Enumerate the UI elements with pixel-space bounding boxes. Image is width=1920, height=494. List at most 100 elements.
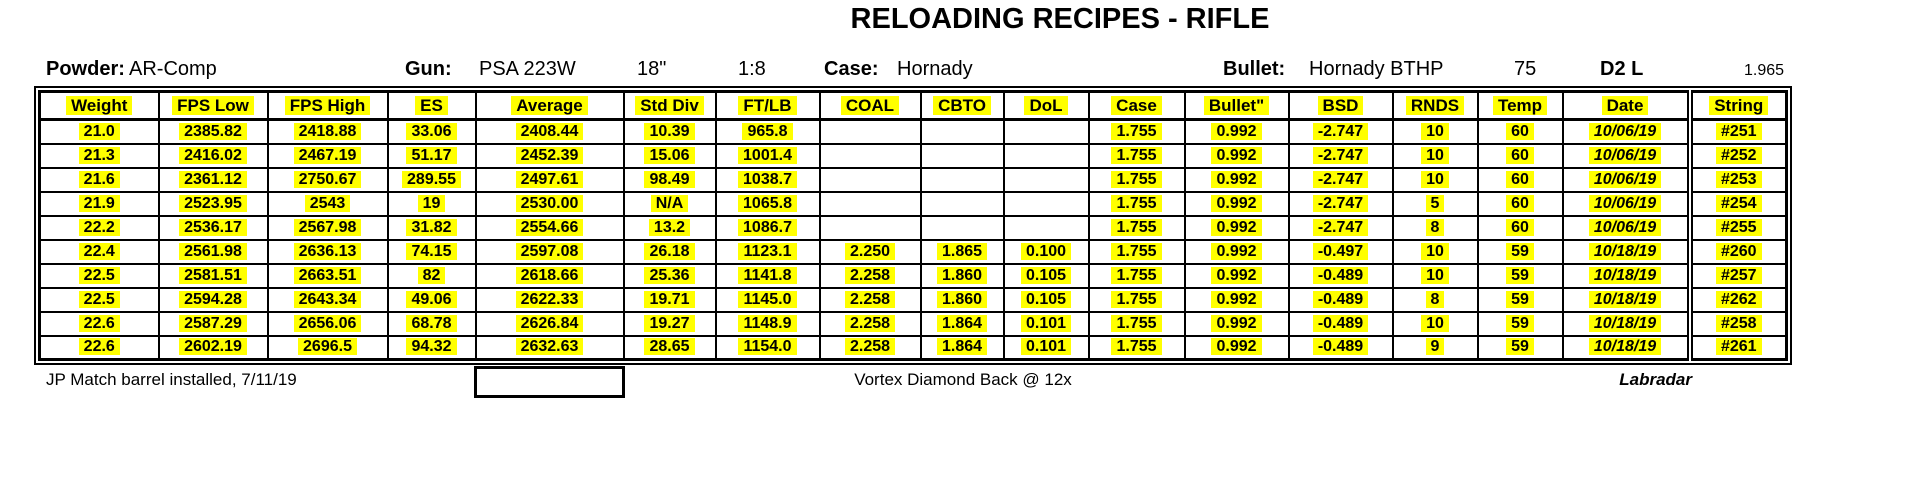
cell-bullet: 0.992 — [1183, 118, 1290, 145]
bullet-value: Hornady BTHP — [1309, 58, 1444, 80]
cell-bsd: -0.489 — [1287, 310, 1394, 337]
cell-value: 2597.08 — [515, 242, 584, 260]
cell-weight: 21.6 — [38, 166, 160, 193]
cell-fps-low: 2523.95 — [157, 190, 269, 217]
column-header-dol: DoL — [1002, 90, 1090, 121]
cell-value: 2452.39 — [515, 146, 584, 164]
column-header-coal: COAL — [818, 90, 922, 121]
cell-value: 2.258 — [844, 314, 896, 332]
cell-value: 0.105 — [1020, 290, 1072, 308]
cell-fps-low: 2561.98 — [157, 238, 269, 265]
cell-value: 22.5 — [78, 290, 120, 308]
cell-ft-lb: 1038.7 — [714, 166, 821, 193]
cell-es: 33.06 — [386, 118, 477, 145]
cell-value: 2408.44 — [515, 122, 584, 140]
cell-date: 10/18/19 — [1561, 238, 1691, 265]
cell-value: -2.747 — [1312, 146, 1369, 164]
cell-es: 74.15 — [386, 238, 477, 265]
cell-value: 22.6 — [78, 338, 120, 356]
cell-value: 289.55 — [402, 170, 461, 188]
cell-cbto — [919, 190, 1005, 217]
cell-case: 1.755 — [1087, 214, 1186, 241]
table-row: 21.3 2416.02 2467.19 51.17 2452.39 15.06 1001.… — [38, 142, 1788, 169]
column-header-label: CBTO — [933, 95, 991, 115]
cell-value: 10 — [1421, 242, 1449, 260]
cell-value: 2618.66 — [515, 266, 584, 284]
cell-value: 1.755 — [1111, 122, 1162, 140]
cell-value: 1.755 — [1111, 290, 1162, 308]
cell-weight: 21.3 — [38, 142, 160, 169]
cell-value: -2.747 — [1312, 218, 1369, 236]
cell-rnds: 10 — [1391, 310, 1479, 337]
cell-weight: 22.6 — [38, 334, 160, 361]
cell-average: 2554.66 — [474, 214, 625, 241]
cell-coal — [818, 118, 922, 145]
cell-average: 2452.39 — [474, 142, 625, 169]
cell-value: 98.49 — [644, 170, 695, 188]
cell-weight: 21.9 — [38, 190, 160, 217]
cell-value: 59 — [1506, 242, 1534, 260]
cell-date: 10/06/19 — [1561, 142, 1691, 169]
powder-label: Powder: — [46, 58, 125, 80]
cell-value: 1.860 — [936, 290, 988, 308]
cell-value: 8 — [1425, 290, 1445, 308]
cell-value: 2536.17 — [179, 218, 247, 236]
cell-value: 68.78 — [406, 314, 457, 332]
cell-fps-high: 2663.51 — [266, 262, 389, 289]
cell-cbto — [919, 214, 1005, 241]
cell-string: #260 — [1686, 238, 1788, 265]
cell-value: 94.32 — [406, 338, 457, 356]
cell-fps-low: 2385.82 — [157, 118, 269, 145]
cell-string: #258 — [1686, 310, 1788, 337]
cell-bullet: 0.992 — [1183, 334, 1290, 361]
cell-value: 25.36 — [644, 266, 695, 284]
cell-dol: 0.101 — [1002, 334, 1090, 361]
empty-entry-box — [474, 366, 625, 398]
cell-value: 5 — [1425, 194, 1445, 212]
cell-es: 19 — [386, 190, 477, 217]
cell-value: 2750.67 — [293, 170, 362, 188]
cell-value: 2643.34 — [293, 290, 362, 308]
cell-value: 0.992 — [1211, 146, 1262, 164]
cell-value: 0.992 — [1211, 194, 1262, 212]
cell-weight: 21.0 — [38, 118, 160, 145]
cell-value: 2497.61 — [515, 170, 584, 188]
cell-ft-lb: 1148.9 — [714, 310, 821, 337]
table-row: 21.0 2385.82 2418.88 33.06 2408.44 10.39 965.8… — [38, 118, 1788, 145]
cell-value: 2656.06 — [293, 314, 362, 332]
cell-string: #255 — [1686, 214, 1788, 241]
cell-temp: 59 — [1476, 286, 1564, 313]
cell-case: 1.755 — [1087, 286, 1186, 313]
cell-value: 2632.63 — [515, 338, 584, 356]
cell-value: 0.992 — [1211, 290, 1262, 308]
cell-bullet: 0.992 — [1183, 190, 1290, 217]
cell-value: 2561.98 — [179, 242, 247, 260]
column-header-bullet: Bullet" — [1183, 90, 1290, 121]
cell-value: 59 — [1506, 266, 1534, 284]
cell-case: 1.755 — [1087, 334, 1186, 361]
cell-value: 22.2 — [78, 218, 120, 236]
bullet-code: D2 L — [1600, 58, 1644, 80]
cell-value: 10/18/19 — [1588, 242, 1662, 260]
cell-value: 2663.51 — [293, 266, 362, 284]
cell-fps-high: 2418.88 — [266, 118, 389, 145]
cell-fps-high: 2656.06 — [266, 310, 389, 337]
table-row: 22.5 2594.28 2643.34 49.06 2622.33 19.71 1145.… — [38, 286, 1788, 313]
cell-value: 1154.0 — [738, 338, 797, 356]
cell-value: 1.755 — [1111, 266, 1162, 284]
table-row: 22.6 2602.19 2696.5 94.32 2632.63 28.65 1154.0… — [38, 334, 1788, 361]
cell-average: 2408.44 — [474, 118, 625, 145]
cell-value: 60 — [1506, 194, 1534, 212]
cell-date: 10/18/19 — [1561, 310, 1691, 337]
cell-fps-high: 2467.19 — [266, 142, 389, 169]
cell-value: 1.755 — [1111, 314, 1162, 332]
cell-value: #257 — [1715, 266, 1762, 284]
cell-bullet: 0.992 — [1183, 262, 1290, 289]
cell-fps-low: 2594.28 — [157, 286, 269, 313]
column-header-label: Case — [1111, 95, 1162, 115]
cell-es: 49.06 — [386, 286, 477, 313]
table-row: 22.6 2587.29 2656.06 68.78 2626.84 19.27 1148.… — [38, 310, 1788, 337]
cell-value: 0.101 — [1020, 314, 1072, 332]
cell-value: 10/18/19 — [1588, 338, 1662, 356]
cell-std-div: 25.36 — [622, 262, 717, 289]
